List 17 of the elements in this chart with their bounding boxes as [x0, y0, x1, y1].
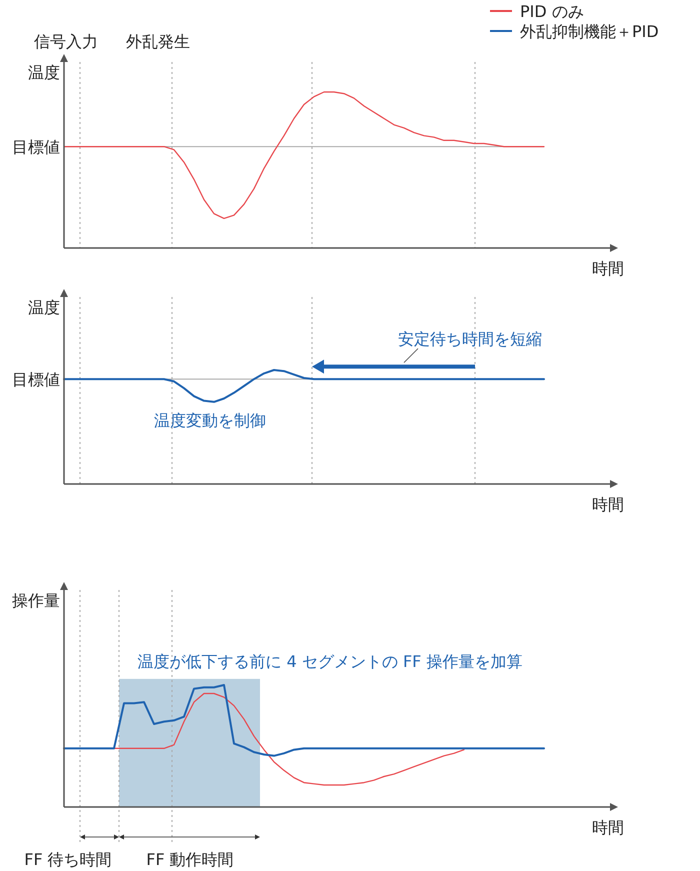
text: 安定待ち時間を短縮	[398, 330, 542, 349]
x-axis-title: 時間	[592, 259, 624, 278]
y-axis-title: 温度	[28, 63, 60, 82]
x-axis-title: 時間	[592, 818, 624, 837]
text: 外乱発生	[126, 32, 190, 51]
ref-line-label: 目標値	[12, 138, 60, 157]
ref-line-label: 目標値	[12, 370, 60, 390]
legend-label: 外乱抑制機能＋PID	[520, 22, 659, 41]
text: FF 待ち時間	[24, 850, 112, 869]
legend-label: PID のみ	[520, 2, 584, 21]
x-axis-title: 時間	[592, 495, 624, 514]
annotation: 温度変動を制御	[154, 410, 266, 430]
text: FF 動作時間	[146, 850, 234, 869]
text: 温度が低下する前に 4 セグメントの FF 操作量を加算	[138, 652, 522, 671]
y-axis-title: 操作量	[12, 591, 60, 610]
y-axis-title: 温度	[28, 298, 60, 317]
text: 信号入力	[34, 32, 98, 51]
